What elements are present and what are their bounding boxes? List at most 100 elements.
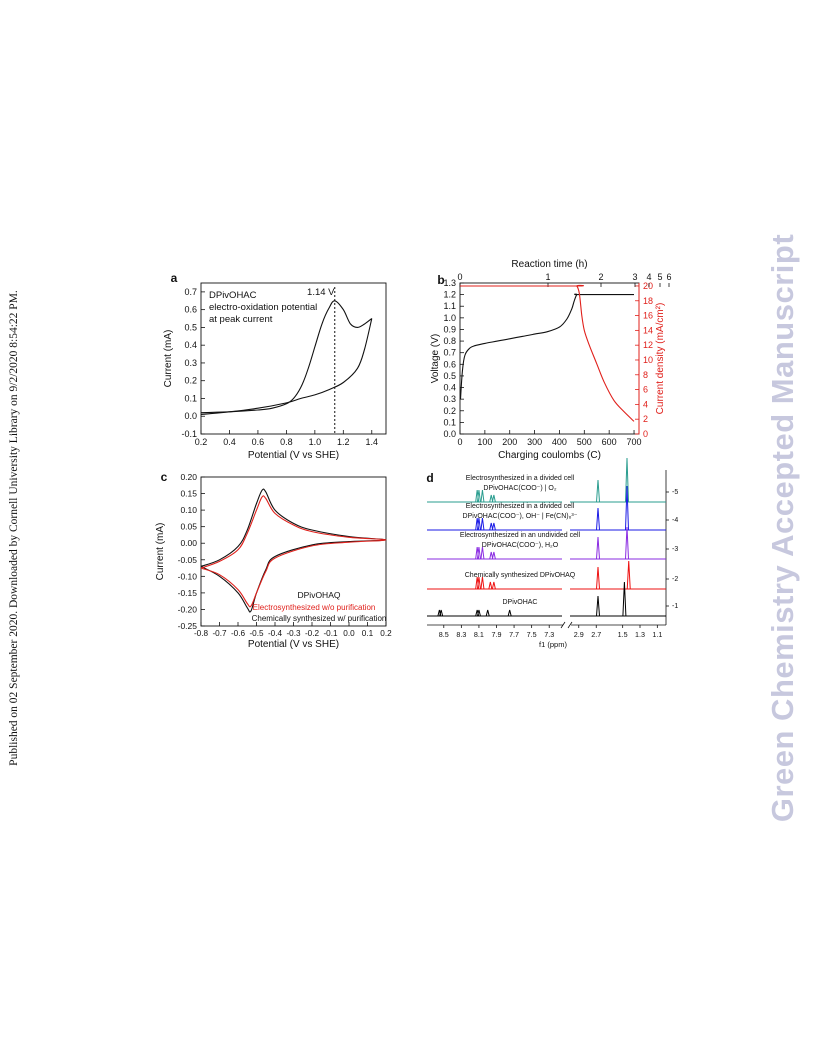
y-tick-label: 0.1 bbox=[184, 393, 197, 403]
y-tick-label: 0.2 bbox=[184, 376, 197, 386]
y2-tick-label: 8 bbox=[643, 370, 648, 380]
top-axis-label: Reaction time (h) bbox=[511, 259, 587, 270]
y-tick-label: -0.1 bbox=[181, 429, 197, 439]
y-tick-label: 0.10 bbox=[180, 505, 197, 515]
x-tick-label: 100 bbox=[477, 437, 492, 447]
y-axis-label: Voltage (V) bbox=[430, 334, 441, 383]
y-tick-label: 0.9 bbox=[443, 324, 456, 334]
x-tick-label: -0.8 bbox=[194, 629, 209, 638]
y-tick-label: 0.1 bbox=[443, 417, 456, 427]
plot-frame bbox=[459, 282, 640, 435]
trace-label: DPivOHAC(COO⁻) | O₂ bbox=[483, 485, 556, 492]
y-tick-label: 0.0 bbox=[443, 429, 456, 439]
nmr-peak bbox=[489, 551, 494, 560]
x-axis-label: Potential (V vs SHE) bbox=[248, 450, 339, 461]
top-tick-label: 3 bbox=[632, 272, 637, 282]
nmr-peak bbox=[480, 546, 485, 560]
top-tick-label: 1 bbox=[545, 272, 550, 282]
nmr-peak bbox=[480, 576, 485, 590]
y-tick-label: 0.3 bbox=[443, 394, 456, 404]
y2-tick-label: 18 bbox=[643, 296, 653, 306]
x-axis-label: f1 (ppm) bbox=[539, 640, 567, 649]
chemically-synthesized-label: Chemically synthesized w/ purification bbox=[252, 614, 387, 623]
panel-b: 0 100 200 300 400 500 600 7000.00.10.20.30.40.5… bbox=[430, 259, 672, 461]
panel-letter: d bbox=[426, 471, 433, 485]
x-tick-label: 0.4 bbox=[223, 437, 236, 447]
nmr-peak bbox=[625, 457, 629, 503]
y2-tick-label: 20 bbox=[643, 281, 653, 291]
panel-a: 0.2 0.4 0.6 0.8 1.0 1.2 1.4 -0.1 0.0 0.1 0.2 0.3 0.4… bbox=[163, 271, 387, 461]
cv-trace bbox=[200, 495, 387, 608]
x-tick-label: 0 bbox=[457, 437, 462, 447]
nmr-peak bbox=[596, 566, 600, 590]
y-tick-label: -0.10 bbox=[178, 571, 198, 581]
nmr-peak bbox=[625, 526, 629, 560]
x-tick-label: 8.1 bbox=[474, 630, 484, 639]
x-tick-label: -0.5 bbox=[249, 629, 264, 638]
x-tick-label: -0.6 bbox=[231, 629, 246, 638]
x-axis-label: Potential (V vs SHE) bbox=[248, 639, 339, 650]
y-tick-label: -0.25 bbox=[178, 621, 198, 631]
x-tick-label: 7.7 bbox=[509, 630, 519, 639]
y-tick-label: 0.5 bbox=[443, 371, 456, 381]
nmr-peak bbox=[489, 522, 494, 531]
x-tick-label: 0.2 bbox=[380, 629, 392, 638]
y2-tick-label: 2 bbox=[643, 414, 648, 424]
nmr-peak bbox=[476, 517, 481, 531]
top-tick-label: 2 bbox=[598, 272, 603, 282]
x-tick-label: 7.5 bbox=[527, 630, 537, 639]
nmr-peak bbox=[622, 581, 627, 617]
x-tick-label: -0.7 bbox=[212, 629, 227, 638]
trace-id-label: -3 bbox=[672, 546, 678, 553]
y-tick-label: 0.15 bbox=[180, 489, 197, 499]
annotation-line: DPivOHAC bbox=[209, 290, 257, 301]
trace-id-label: -1 bbox=[672, 603, 678, 610]
nmr-peak bbox=[476, 489, 481, 503]
nmr-peak bbox=[626, 560, 631, 590]
y-axis-label: Current (mA) bbox=[155, 523, 166, 581]
x-tick-label: 0.8 bbox=[280, 437, 293, 447]
nmr-peak bbox=[596, 536, 600, 560]
x-axis-label: Charging coulombs (C) bbox=[498, 450, 601, 461]
x-tick-label: 8.3 bbox=[456, 630, 466, 639]
y2-tick-label: 4 bbox=[643, 399, 648, 409]
x-tick-label: 1.0 bbox=[309, 437, 322, 447]
y-tick-label: 0.8 bbox=[443, 336, 456, 346]
axis-break bbox=[560, 621, 566, 629]
y-tick-label: 0.0 bbox=[184, 411, 197, 421]
x-tick-label: 400 bbox=[552, 437, 567, 447]
y-tick-label: 0.4 bbox=[443, 383, 456, 393]
y2-tick-label: 0 bbox=[643, 429, 648, 439]
trace-label: DPivOHAC(COO⁻), OH⁻ | Fe(CN)₆³⁻ bbox=[463, 513, 578, 520]
compound-label: DPivOHAQ bbox=[298, 590, 341, 600]
trace-id-label: -2 bbox=[672, 576, 678, 583]
nmr-peak bbox=[596, 479, 600, 503]
y-axis-label: Current (mA) bbox=[163, 330, 174, 388]
y-tick-label: 0.6 bbox=[443, 359, 456, 369]
y-tick-label: 0.00 bbox=[180, 538, 197, 548]
trace-label: Electrosynthesized in an undivided cell bbox=[460, 532, 581, 539]
nmr-peak bbox=[596, 595, 600, 617]
x-tick-label: 300 bbox=[527, 437, 542, 447]
annotation-line: electro-oxidation potential bbox=[209, 302, 317, 313]
annotation-line: at peak current bbox=[209, 314, 273, 325]
cv-trace bbox=[200, 300, 373, 414]
y2-tick-label: 6 bbox=[643, 385, 648, 395]
electrosynthesized-label: Electrosynthesized w/o purification bbox=[253, 603, 376, 612]
trace-id-label: -5 bbox=[672, 489, 678, 496]
nmr-peak bbox=[476, 609, 481, 617]
x-tick-label: 600 bbox=[602, 437, 617, 447]
y-tick-label: 0.4 bbox=[184, 340, 197, 350]
plot-frame bbox=[200, 282, 387, 435]
x-tick-label: 2.7 bbox=[591, 630, 601, 639]
nmr-peak bbox=[491, 522, 496, 531]
x-tick-label: -0.3 bbox=[286, 629, 301, 638]
series-line bbox=[459, 293, 634, 400]
nmr-peak bbox=[485, 609, 490, 617]
top-tick-label: 5 bbox=[657, 272, 662, 282]
nmr-peak bbox=[476, 576, 481, 590]
y-tick-label: 0.6 bbox=[184, 305, 197, 315]
nmr-peak bbox=[476, 546, 481, 560]
x-tick-label: 1.2 bbox=[337, 437, 350, 447]
x-tick-label: 1.4 bbox=[366, 437, 379, 447]
